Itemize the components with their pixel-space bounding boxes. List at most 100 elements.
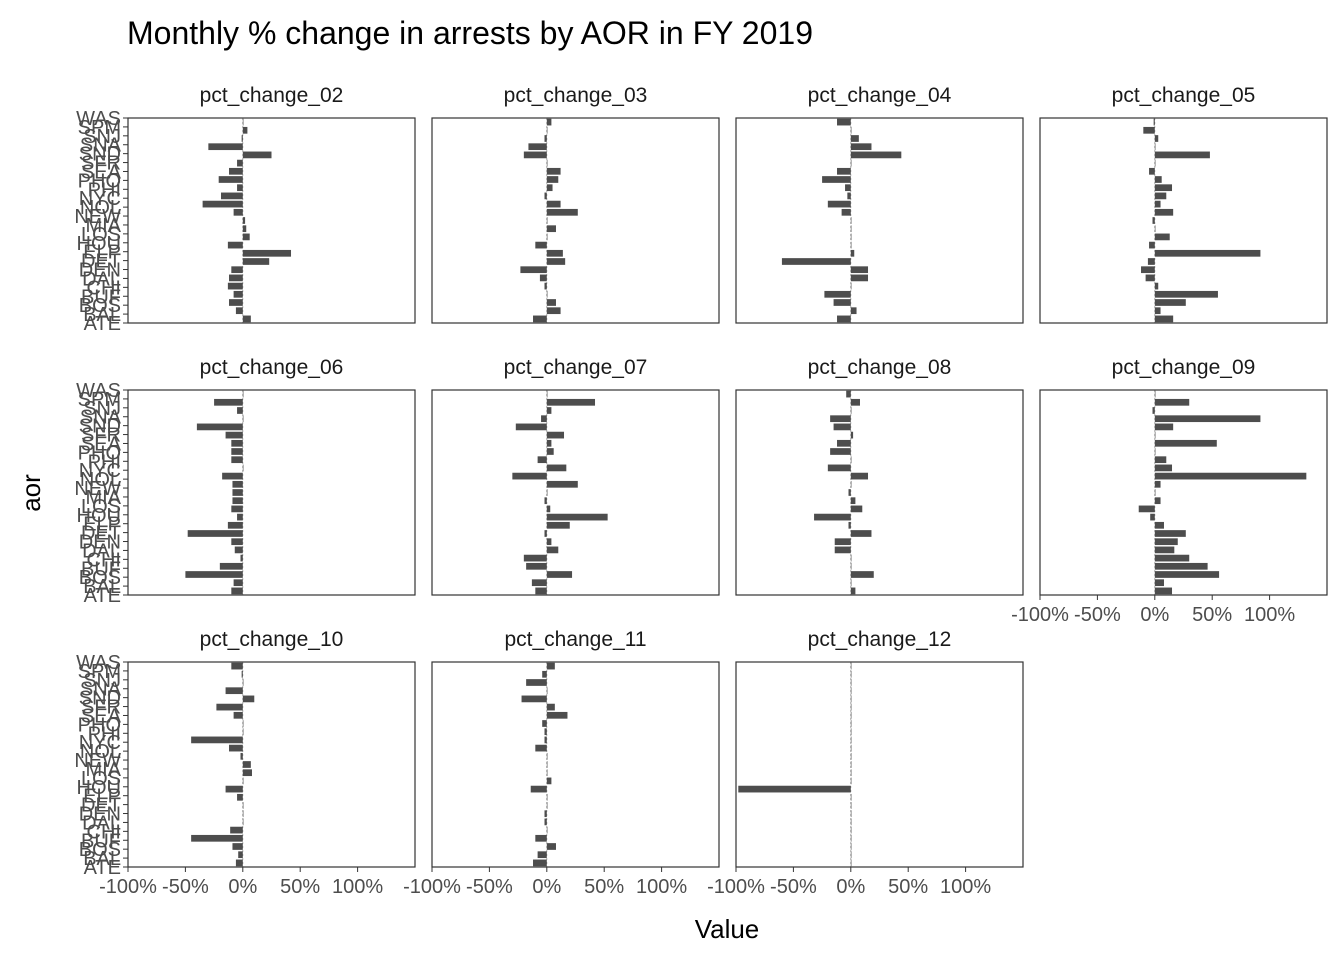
bar-BOS	[833, 299, 851, 306]
bar-SLC	[850, 159, 852, 167]
bar-NOL	[240, 752, 243, 760]
y-tick-label: ATE	[84, 585, 121, 607]
bar-SEA	[822, 176, 851, 183]
bar-SPM	[850, 398, 860, 406]
bar-SPM	[214, 398, 243, 406]
panel-border	[431, 661, 720, 868]
y-tick-label: HOU	[77, 233, 121, 255]
bar-SNJ	[850, 407, 852, 414]
bar-SND	[1154, 143, 1156, 151]
facet-pct_change_12: pct_change_12 -100% -50% 0% 50% 100%	[707, 628, 1024, 898]
panel-border	[1039, 389, 1328, 596]
bar-BAL	[850, 851, 852, 859]
bar-PHI	[546, 464, 567, 472]
bar-NOL	[850, 480, 852, 488]
y-tick-label: BAL	[83, 848, 121, 870]
bar-NEW	[546, 761, 548, 768]
bar-NEW	[1154, 489, 1156, 496]
y-tick-label: SNJ	[83, 126, 121, 148]
y-tick-label: NOL	[80, 197, 121, 219]
bar-PHO	[544, 728, 547, 736]
x-tick-label: -50%	[770, 876, 817, 898]
bar-PHI	[544, 192, 547, 200]
bar-WAS	[846, 390, 851, 398]
bar-NEW	[242, 761, 251, 768]
bar-BAL	[238, 851, 243, 859]
bar-BOS	[546, 571, 573, 578]
bar-SNA	[196, 423, 243, 431]
bar-CHI	[850, 826, 852, 834]
bar-SEA	[1154, 448, 1156, 455]
y-tick-label: CHI	[87, 549, 121, 571]
panel-border	[1039, 117, 1328, 324]
bar-SPM	[850, 126, 852, 134]
bar-LOS	[850, 505, 863, 513]
bar-SNA	[833, 423, 851, 431]
panel-border	[735, 117, 1024, 324]
y-tick-label: BAL	[83, 576, 121, 598]
y-tick-label: SND	[79, 144, 121, 166]
y-tick-label: WAS	[76, 108, 121, 130]
bar-SND	[541, 415, 547, 423]
bar-HOU	[1149, 241, 1155, 249]
bar-NEW	[848, 489, 851, 496]
y-tick-label: DET	[81, 795, 121, 817]
bar-NEW	[850, 761, 852, 768]
facet-pct_change_08: pct_change_08	[735, 356, 1024, 596]
y-tick-label: SPM	[78, 117, 121, 139]
y-tick-label: LOS	[81, 768, 121, 790]
bar-HOU	[237, 513, 243, 521]
y-tick-label: HOU	[77, 505, 121, 527]
bar-SLC	[546, 431, 565, 439]
bar-SLC	[850, 703, 852, 711]
bar-BOS	[185, 571, 243, 578]
bar-WAS	[1154, 390, 1156, 398]
y-tick-label: DEN	[79, 532, 121, 554]
bar-WAS	[231, 662, 243, 670]
bar-HOU	[546, 513, 608, 521]
bar-ATL	[1154, 587, 1173, 595]
y-tick-label: NOL	[80, 741, 121, 763]
x-tick-label: 50%	[280, 876, 320, 898]
bar-SEA	[242, 720, 244, 727]
facet-pct_change_11: pct_change_11 -100% -50% 0% 50% 100%	[403, 628, 720, 898]
bar-MIA	[850, 497, 856, 505]
bar-DET	[546, 258, 566, 265]
panel-border	[127, 117, 416, 324]
bar-SND	[208, 143, 243, 151]
facet-pct_change_07: pct_change_07	[431, 356, 720, 596]
bar-ATL	[242, 315, 251, 323]
bar-ATL	[231, 587, 243, 595]
y-tick-label: SEA	[81, 433, 122, 455]
bar-DET	[546, 802, 548, 809]
bar-SEA	[542, 720, 547, 727]
y-tick-label: PHI	[88, 451, 121, 473]
y-tick-label: PHI	[88, 723, 121, 745]
bar-NOL	[1154, 208, 1174, 216]
panel-border	[735, 389, 1024, 596]
facet-pct_change_06: pct_change_06 WASSPMSNJSNASNDSFRSEAPHOPHI…	[74, 356, 416, 607]
bar-DAL	[850, 274, 869, 282]
bar-ELP	[850, 249, 855, 257]
facet-strip-label: pct_change_09	[1112, 356, 1256, 379]
bar-SEA	[1154, 176, 1162, 183]
bar-BAL	[233, 579, 243, 587]
bar-ELP	[850, 793, 852, 801]
bar-BAL	[531, 579, 547, 587]
bar-SPM	[242, 126, 248, 134]
y-tick-label: SND	[79, 688, 121, 710]
bar-PHI	[850, 736, 852, 744]
bar-NYC	[512, 472, 547, 480]
bar-SPM	[546, 126, 548, 134]
facet-strip-label: pct_change_08	[808, 356, 952, 379]
bar-HOU	[738, 785, 851, 793]
bar-HOU	[225, 785, 243, 793]
y-tick-label: MIA	[85, 759, 121, 781]
facet-panels: pct_change_02WASSPMSNJSNASNDSFRSEAPHOPHI…	[74, 84, 1328, 898]
bar-BAL	[1154, 579, 1164, 587]
x-tick-label: 100%	[332, 876, 383, 898]
bar-PHO	[845, 184, 851, 192]
bar-SNJ	[1154, 135, 1159, 142]
bar-DET	[544, 530, 547, 537]
